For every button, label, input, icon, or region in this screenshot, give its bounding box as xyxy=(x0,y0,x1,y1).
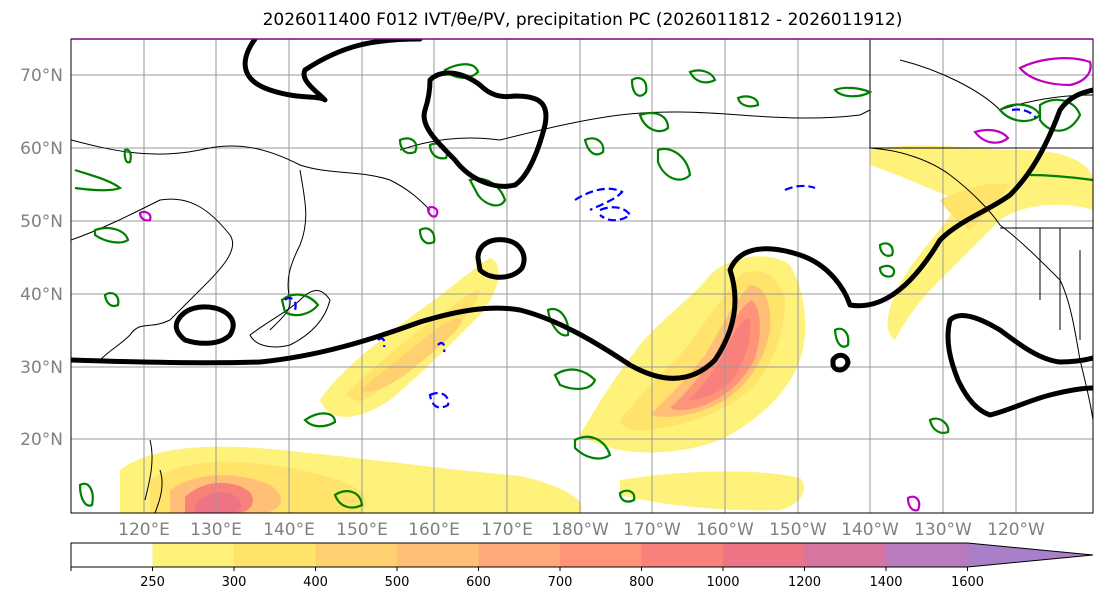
lon-label: 140°E xyxy=(263,520,315,540)
ivt-shading xyxy=(120,145,1093,513)
colorbar-cells xyxy=(71,543,968,567)
colorbar-cell xyxy=(723,543,805,567)
lon-label: 130°E xyxy=(190,520,242,540)
colorbar-cell xyxy=(315,543,398,567)
pv-contours-blue xyxy=(284,108,1037,409)
shade-ne-band xyxy=(870,145,1093,340)
lon-label: 180°W xyxy=(551,520,609,540)
lat-label: 30°N xyxy=(20,358,63,378)
lon-label: 120°W xyxy=(987,520,1045,540)
theta-e-contours xyxy=(71,39,1093,418)
pv-contours-magenta xyxy=(138,57,1092,512)
colorbar-tick-label: 400 xyxy=(303,575,328,590)
lon-label: 140°W xyxy=(841,520,899,540)
lon-label: 150°W xyxy=(769,520,827,540)
lat-axis: 70°N 60°N 50°N 40°N 30°N 20°N xyxy=(20,66,63,450)
lat-label: 70°N xyxy=(20,66,63,86)
lat-label: 20°N xyxy=(20,430,63,450)
colorbar-cell xyxy=(234,543,316,567)
colorbar-cell xyxy=(804,543,887,567)
pv-contours-green xyxy=(74,63,1093,509)
colorbar-tick-label: 1600 xyxy=(951,575,984,590)
colorbar-tick-label: 1400 xyxy=(869,575,902,590)
shade-central-ar xyxy=(580,256,806,453)
lat-label: 60°N xyxy=(20,139,63,159)
lon-label: 170°E xyxy=(481,520,533,540)
colorbar-tick-label: 300 xyxy=(222,575,247,590)
coastlines xyxy=(71,40,1093,513)
lon-label: 170°W xyxy=(623,520,681,540)
lat-label: 40°N xyxy=(20,285,63,305)
colorbar-cell xyxy=(560,543,642,567)
lon-axis: 120°E 130°E 140°E 150°E 160°E 170°E 180°… xyxy=(118,520,1045,540)
map-panel: 70°N 60°N 50°N 40°N 30°N 20°N 120°E 130°… xyxy=(20,38,1094,540)
colorbar-extend-arrow xyxy=(967,543,1093,567)
colorbar-tick-label: 800 xyxy=(629,575,654,590)
colorbar-tick-label: 1200 xyxy=(788,575,821,590)
colorbar-tick-label: 250 xyxy=(140,575,165,590)
lon-label: 130°W xyxy=(914,520,972,540)
colorbar-cell xyxy=(478,543,561,567)
colorbar-outline xyxy=(70,542,1094,568)
lon-label: 120°E xyxy=(118,520,170,540)
shade-west-ar xyxy=(320,258,499,417)
lon-label: 160°W xyxy=(696,520,754,540)
colorbar: 250 300 400 500 600 700 800 1000 1200 1400 1600 xyxy=(70,542,1094,590)
colorbar-tick-label: 700 xyxy=(548,575,573,590)
shade-tropical-band xyxy=(120,446,804,513)
lon-label: 160°E xyxy=(408,520,460,540)
lat-label: 50°N xyxy=(20,212,63,232)
colorbar-tick-label: 1000 xyxy=(706,575,739,590)
colorbar-cell xyxy=(886,543,968,567)
colorbar-tick-label: 600 xyxy=(466,575,491,590)
colorbar-cell xyxy=(152,543,235,567)
colorbar-cell xyxy=(641,543,724,567)
colorbar-cell xyxy=(71,543,153,567)
colorbar-ticks: 250 300 400 500 600 700 800 1000 1200 1400 1600 xyxy=(70,567,984,590)
colorbar-tick-label: 500 xyxy=(385,575,410,590)
lon-label: 150°E xyxy=(336,520,388,540)
graticule xyxy=(71,39,1093,513)
map-title: 2026011400 F012 IVT/θe/PV, precipitation… xyxy=(262,10,903,30)
colorbar-cell xyxy=(397,543,479,567)
